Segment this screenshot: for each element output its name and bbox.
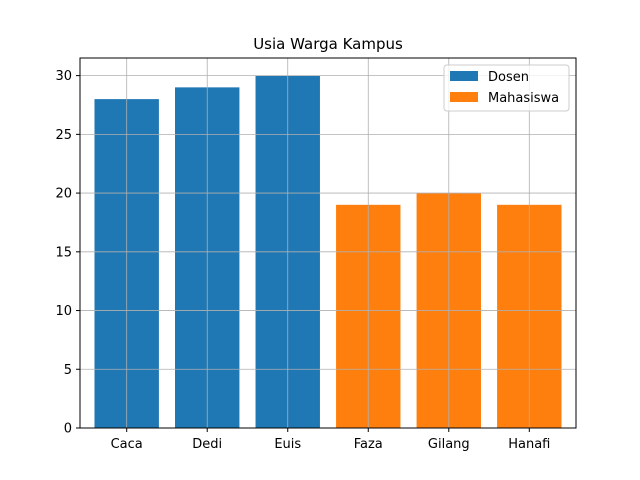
legend-label-dosen: Dosen (488, 70, 529, 85)
y-tick-label: 25 (55, 128, 72, 143)
x-tick-label: Faza (354, 437, 383, 452)
x-tick-label: Caca (111, 437, 143, 452)
legend-swatch-dosen (450, 71, 478, 81)
y-axis: 0 5 10 15 20 25 30 (55, 69, 80, 437)
x-tick-label: Dedi (192, 437, 222, 452)
y-tick-label: 10 (55, 304, 72, 319)
legend-swatch-mahasiswa (450, 92, 478, 102)
x-axis: Caca Dedi Euis Faza Gilang Hanafi (111, 428, 550, 452)
x-tick-label: Euis (274, 437, 301, 452)
y-tick-label: 20 (55, 187, 72, 202)
y-tick-label: 30 (55, 69, 72, 84)
plot-frame (79, 57, 577, 429)
y-tick-label: 0 (64, 422, 72, 437)
x-tick-label: Gilang (428, 437, 470, 452)
legend: Dosen Mahasiswa (443, 64, 570, 112)
legend-label-mahasiswa: Mahasiswa (488, 91, 559, 106)
chart-title: Usia Warga Kampus (253, 35, 403, 53)
x-tick-label: Hanafi (508, 437, 550, 452)
y-tick-label: 15 (55, 245, 72, 260)
y-tick-label: 5 (64, 363, 72, 378)
